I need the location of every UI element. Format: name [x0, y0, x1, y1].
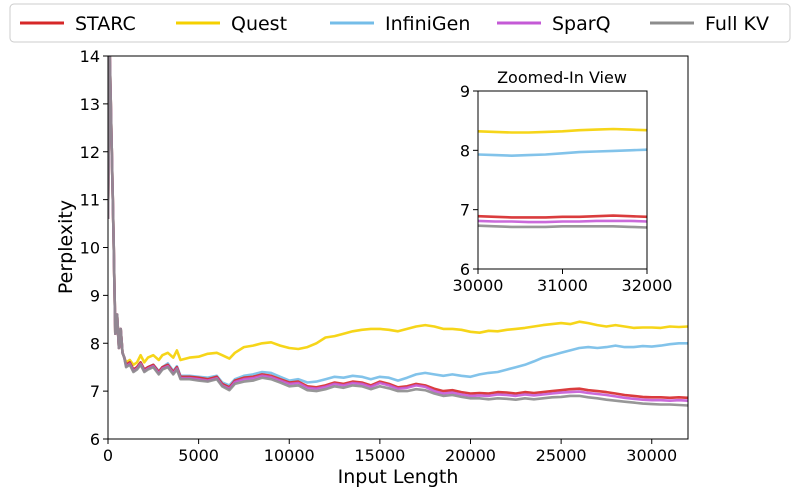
- y-tick-label: 9: [90, 286, 100, 305]
- x-tick-label: 25000: [536, 446, 587, 465]
- x-tick-label: 10000: [264, 446, 315, 465]
- y-tick-label: 10: [80, 239, 100, 258]
- y-tick-label: 14: [80, 47, 100, 66]
- y-tick-label: 8: [90, 334, 100, 353]
- y-tick-label: 6: [90, 430, 100, 449]
- inset-series-line-infinigen: [478, 148, 647, 157]
- legend-label-full-kv: Full KV: [705, 13, 769, 35]
- legend-label-quest: Quest: [231, 13, 287, 35]
- legend: STARC Quest InfiniGen SparQ Full KV: [9, 3, 791, 43]
- x-tick-label: 15000: [354, 446, 405, 465]
- y-tick-label: 7: [90, 382, 100, 401]
- inset-series-line-sparq: [478, 219, 647, 224]
- y-tick-label: 12: [80, 143, 100, 162]
- y-tick-label: 13: [80, 95, 100, 114]
- inset-y-tick-label: 6: [460, 260, 470, 279]
- series-line-quest: [108, 56, 688, 367]
- inset-background: [478, 91, 647, 269]
- x-tick-label: 0: [103, 446, 113, 465]
- inset-y-tick-label: 7: [460, 201, 470, 220]
- inset-y-tick-label: 8: [460, 141, 470, 160]
- x-axis-label: Input Length: [338, 466, 459, 488]
- legend-label-infinigen: InfiniGen: [385, 13, 470, 35]
- y-tick-label: 11: [80, 191, 100, 210]
- inset-series-line-quest: [478, 127, 647, 134]
- inset-series-line-full-kv: [478, 224, 647, 229]
- series-line-full-kv: [108, 56, 688, 407]
- inset-title: Zoomed-In View: [497, 68, 627, 87]
- legend-label-sparq: SparQ: [552, 13, 611, 35]
- legend-label-starc: STARC: [75, 13, 136, 35]
- inset-plot: 30000 31000 32000 6 7 8 9 Zoomed-In View: [453, 68, 673, 295]
- legend-box: [9, 3, 791, 43]
- main-plot: 0 5000 10000 15000 20000 25000 30000 6 7 8 9 10 11 1…: [55, 47, 689, 488]
- x-tick-label: 30000: [626, 446, 677, 465]
- inset-x-tick-label: 30000: [453, 276, 504, 295]
- y-axis-label: Perplexity: [55, 200, 77, 294]
- x-tick-label: 20000: [445, 446, 496, 465]
- inset-x-tick-label: 32000: [622, 276, 673, 295]
- inset-x-tick-label: 31000: [537, 276, 588, 295]
- inset-y-tick-label: 9: [460, 82, 470, 101]
- inset-series-line-starc: [478, 214, 647, 219]
- x-tick-label: 5000: [178, 446, 219, 465]
